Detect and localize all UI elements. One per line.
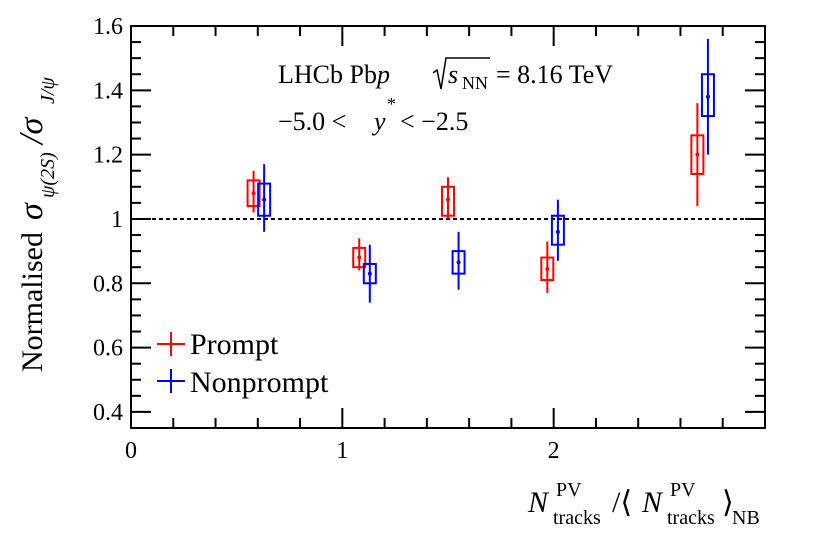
data-point bbox=[262, 197, 267, 202]
xlabel-sup1: PV bbox=[556, 479, 582, 501]
syst-error-box bbox=[690, 134, 705, 175]
syst-error-box bbox=[441, 185, 455, 217]
xlabel-sub2: tracks bbox=[667, 507, 715, 529]
y-tick-label: 1 bbox=[111, 207, 123, 233]
xlabel-close: ⟩ bbox=[722, 486, 734, 519]
ylabel-den-sub: J/ψ bbox=[37, 77, 59, 104]
xlabel-sup2: PV bbox=[670, 479, 696, 501]
syst-error-box bbox=[451, 250, 466, 275]
marks-layer bbox=[246, 38, 715, 303]
data-point bbox=[695, 152, 700, 157]
ticks-layer: 0.4 0.6 0.8 1 1.2 1.4 1.6 0 1 2 bbox=[93, 14, 766, 464]
x-axis-label: N PV tracks /⟨ N PV tracks ⟩ NB bbox=[527, 479, 760, 529]
y-tick-label: 0.4 bbox=[93, 400, 123, 426]
series-prompt bbox=[246, 103, 705, 293]
xlabel-sub3: NB bbox=[732, 507, 760, 529]
legend: Prompt Nonprompt bbox=[157, 328, 329, 399]
x-tick-label: 0 bbox=[125, 438, 137, 464]
syst-error-box bbox=[246, 179, 261, 208]
rapidity-left: −5.0 < bbox=[278, 107, 346, 136]
xlabel-slash: /⟨ bbox=[612, 486, 632, 519]
data-point bbox=[456, 260, 461, 265]
data-point bbox=[446, 197, 450, 202]
plot-frame bbox=[130, 25, 766, 429]
y-tick-label: 1.4 bbox=[93, 78, 123, 104]
data-point bbox=[251, 191, 256, 196]
xlabel-n1: N bbox=[527, 486, 550, 519]
ylabel-slash-sigma: /σ bbox=[13, 117, 50, 146]
syst-error-box bbox=[550, 214, 565, 246]
ylabel-prefix: Normalised bbox=[16, 232, 49, 372]
y-tick-label: 1.6 bbox=[93, 14, 123, 40]
data-point bbox=[545, 266, 550, 271]
rapidity-right: < −2.5 bbox=[400, 107, 468, 136]
annotation: LHCb Pbp s NN = 8.16 TeV −5.0 < y * < −2… bbox=[278, 57, 613, 136]
y-tick-label: 1.2 bbox=[93, 143, 123, 169]
annotation-line-1: LHCb Pbp bbox=[278, 60, 390, 89]
sqrt-s-label: s bbox=[448, 60, 458, 89]
data-point bbox=[555, 229, 560, 234]
syst-error-box bbox=[540, 256, 555, 282]
xlabel-sub1: tracks bbox=[553, 507, 601, 529]
legend-nonprompt-label: Nonprompt bbox=[190, 366, 329, 399]
ylabel-num-sub: ψ(2S) bbox=[37, 152, 59, 198]
energy-label: = 8.16 TeV bbox=[496, 60, 613, 89]
syst-error-box bbox=[257, 182, 272, 217]
syst-error-box bbox=[352, 246, 367, 269]
rapidity-star: * bbox=[387, 94, 396, 114]
particle-label: p bbox=[375, 60, 390, 89]
data-point bbox=[705, 94, 710, 99]
y-tick-label: 0.6 bbox=[93, 336, 123, 362]
y-tick-label: 0.8 bbox=[93, 271, 123, 297]
x-tick-label: 2 bbox=[548, 438, 560, 464]
rapidity-var: y bbox=[371, 107, 386, 136]
y-axis-label: Normalised σ ψ(2S) /σ J/ψ bbox=[13, 77, 59, 372]
series-nonprompt bbox=[257, 38, 715, 303]
syst-error-box bbox=[362, 262, 377, 285]
syst-error-box bbox=[700, 73, 715, 118]
ylabel-sigma: σ bbox=[13, 202, 50, 220]
sqrt-sub-label: NN bbox=[462, 73, 488, 93]
data-point bbox=[367, 271, 372, 276]
sqrt-symbol bbox=[432, 57, 490, 90]
x-tick-label: 1 bbox=[336, 438, 348, 464]
data-point bbox=[357, 255, 362, 260]
experiment-label: LHCb Pb bbox=[278, 60, 377, 89]
xlabel-n2: N bbox=[641, 486, 664, 519]
legend-prompt-label: Prompt bbox=[190, 328, 279, 361]
